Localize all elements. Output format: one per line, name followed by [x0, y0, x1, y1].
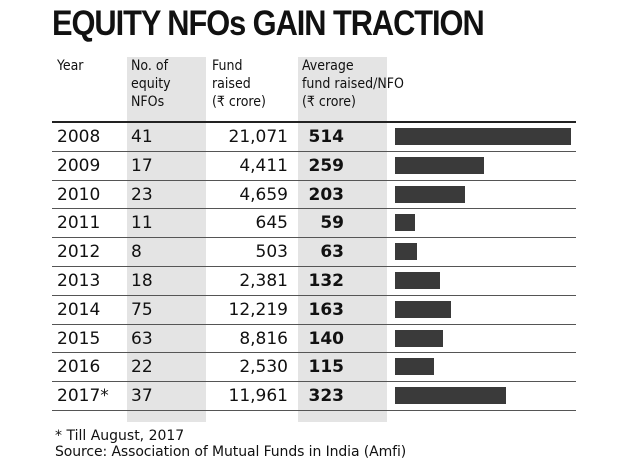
cell-nfos: 63 — [131, 328, 153, 349]
cell-nfos: 8 — [131, 242, 142, 263]
cell-year: 2015 — [57, 328, 101, 349]
cell-fund-raised: 4,411 — [239, 155, 288, 176]
bar-avg-fund — [395, 358, 434, 376]
cell-year: 2013 — [57, 271, 101, 291]
cell-year: 2012 — [57, 242, 101, 263]
cell-year: 2008 — [57, 127, 101, 147]
cell-fund-raised: 21,071 — [228, 127, 288, 147]
header-year: Year — [57, 58, 84, 74]
cell-fund-raised: 12,219 — [228, 299, 288, 320]
row-divider — [52, 150, 576, 152]
cell-nfos: 41 — [131, 127, 153, 147]
cell-year: 2010 — [57, 184, 101, 205]
header-fund-line: raised — [212, 76, 251, 92]
source-note: Source: Association of Mutual Funds in I… — [55, 444, 407, 460]
header-nfos: No. of equity NFOs — [131, 57, 171, 111]
row-divider — [52, 352, 576, 354]
cell-nfos: 37 — [131, 386, 153, 407]
cell-nfos: 17 — [131, 155, 153, 176]
header-avg-line: fund raised/NFO — [302, 76, 404, 92]
cell-avg-fund: 163 — [308, 299, 345, 320]
bar-avg-fund — [395, 185, 465, 203]
cell-avg-fund: 59 — [320, 213, 344, 234]
bar-avg-fund — [395, 128, 571, 145]
cell-nfos: 18 — [131, 271, 153, 291]
header-avg-line: Average — [302, 58, 354, 74]
bar-avg-fund — [395, 300, 451, 318]
cell-avg-fund: 140 — [308, 328, 345, 349]
cell-avg-fund: 203 — [308, 184, 345, 205]
cell-fund-raised: 2,381 — [239, 271, 288, 291]
bar-avg-fund — [395, 243, 417, 261]
cell-year: 2014 — [57, 299, 101, 320]
chart-title: EQUITY NFOs GAIN TRACTION — [52, 4, 485, 43]
avg-column-shade — [298, 57, 387, 422]
header-fund-line: Fund — [212, 58, 243, 74]
cell-avg-fund: 63 — [320, 242, 344, 263]
cell-fund-raised: 4,659 — [239, 184, 288, 205]
row-divider — [52, 208, 576, 210]
cell-avg-fund: 115 — [308, 357, 345, 378]
cell-avg-fund: 514 — [308, 127, 345, 147]
row-divider — [52, 179, 576, 181]
cell-year: 2011 — [57, 213, 101, 234]
bar-avg-fund — [395, 329, 443, 347]
nfo-column-shade — [127, 57, 206, 422]
bar-avg-fund — [395, 387, 506, 405]
row-divider — [52, 266, 576, 267]
header-fund: Fund raised (₹ crore) — [212, 57, 266, 111]
bar-avg-fund — [395, 272, 440, 289]
bar-avg-fund — [395, 214, 415, 232]
cell-fund-raised: 8,816 — [239, 328, 288, 349]
cell-avg-fund: 323 — [308, 386, 345, 407]
row-divider — [52, 237, 576, 239]
cell-year: 2017* — [57, 386, 109, 407]
cell-nfos: 23 — [131, 184, 153, 205]
cell-year: 2016 — [57, 357, 101, 378]
row-divider — [52, 410, 576, 411]
header-nfos-line: NFOs — [131, 94, 165, 110]
row-divider — [52, 294, 576, 296]
footnote: * Till August, 2017 — [55, 428, 185, 444]
header-avg: Average fund raised/NFO (₹ crore) — [302, 57, 404, 111]
header-fund-line: (₹ crore) — [212, 94, 266, 110]
header-nfos-line: equity — [131, 76, 171, 92]
cell-fund-raised: 645 — [255, 213, 288, 234]
cell-fund-raised: 2,530 — [239, 357, 288, 378]
header-nfos-line: No. of — [131, 58, 169, 74]
cell-year: 2009 — [57, 155, 101, 176]
cell-avg-fund: 132 — [308, 271, 345, 291]
cell-fund-raised: 503 — [255, 242, 288, 263]
cell-nfos: 75 — [131, 299, 153, 320]
header-divider — [52, 121, 576, 123]
cell-nfos: 22 — [131, 357, 153, 378]
cell-fund-raised: 11,961 — [228, 386, 288, 407]
bar-avg-fund — [395, 156, 484, 174]
cell-avg-fund: 259 — [308, 155, 345, 176]
header-avg-line: (₹ crore) — [302, 94, 356, 110]
row-divider — [52, 381, 576, 383]
cell-nfos: 11 — [131, 213, 153, 234]
row-divider — [52, 323, 576, 325]
